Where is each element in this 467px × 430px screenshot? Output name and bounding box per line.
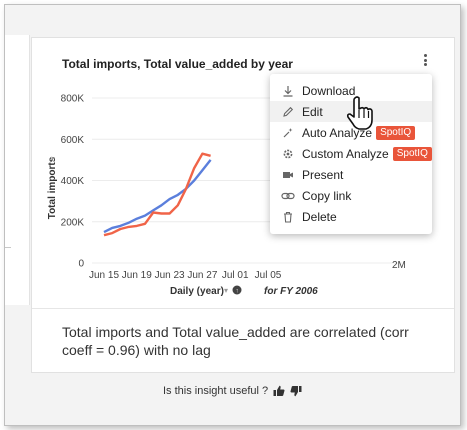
- link-icon: [280, 189, 296, 203]
- more-options-icon[interactable]: [420, 52, 430, 68]
- spotiq-badge: SpotIQ: [392, 146, 432, 161]
- x-tick-label: Jul 05: [255, 270, 282, 281]
- pencil-icon: [280, 105, 296, 119]
- line-chart: 0 200K 400K 600K 800K Jun 15 Jun 19 Jun 23 Jun …: [47, 94, 406, 298]
- menu-item-delete[interactable]: Delete: [270, 206, 432, 227]
- card-divider: [32, 308, 454, 309]
- menu-item-custom-analyze[interactable]: Custom Analyze SpotIQ: [270, 143, 432, 164]
- feedback-question: Is this insight useful ?: [163, 385, 269, 397]
- series-line-1: [103, 159, 212, 234]
- hand-cursor-icon: [346, 96, 373, 130]
- x-tick-label: Jul 01: [222, 270, 249, 281]
- left-panel-edge: [5, 35, 30, 305]
- left-panel-tick: [5, 247, 11, 248]
- y-axis-label: Total imports: [47, 156, 58, 219]
- chart-title: Total imports, Total value_added by year: [62, 57, 293, 71]
- menu-item-label: Copy link: [302, 188, 352, 203]
- x-axis-label: Daily (year): [170, 286, 224, 297]
- insight-text: Total imports and Total value_added are …: [62, 324, 409, 358]
- spotiq-badge: SpotIQ: [376, 125, 416, 140]
- sparkle-icon: [280, 126, 296, 140]
- filter-label: for FY 2006: [264, 286, 318, 297]
- x-tick-label: Jun 15: [89, 270, 119, 281]
- download-icon: [280, 84, 296, 98]
- x-axis-dropdown-icon[interactable]: ▾: [224, 286, 228, 295]
- y-tick-label: 600K: [61, 135, 85, 146]
- y-tick-label: 200K: [61, 217, 85, 228]
- y-tick-label: 800K: [61, 94, 85, 105]
- time-bucket-icon-glyph: ↑: [236, 289, 239, 295]
- menu-item-label: Auto Analyze: [302, 125, 373, 140]
- time-bucket-icon[interactable]: [232, 285, 242, 295]
- gear-icon: [280, 147, 296, 161]
- menu-item-present[interactable]: Present: [270, 164, 432, 185]
- menu-item-label: Download: [302, 83, 356, 98]
- menu-item-label: Custom Analyze: [302, 146, 389, 161]
- menu-item-auto-analyze[interactable]: Auto Analyze SpotIQ: [270, 122, 432, 143]
- y-axis-sort-icon[interactable]: ▾: [50, 156, 57, 160]
- x-tick-label: Jun 19: [122, 270, 152, 281]
- series-line-2: [103, 152, 211, 237]
- secondary-axis-label: 2M: [392, 260, 406, 271]
- trash-icon: [280, 210, 296, 224]
- camera-icon: [280, 168, 296, 182]
- thumbs-up-icon[interactable]: [273, 385, 285, 397]
- menu-item-label: Edit: [302, 104, 323, 119]
- y-tick-label: 400K: [61, 176, 85, 187]
- thumbs-down-icon[interactable]: [290, 385, 302, 397]
- insight-feedback: Is this insight useful ?: [163, 385, 302, 397]
- menu-item-label: Present: [302, 167, 344, 182]
- card-options-menu: Download Edit Auto Analyze SpotIQ Custom…: [270, 74, 432, 234]
- menu-item-label: Delete: [302, 209, 337, 224]
- x-tick-label: Jun 27: [187, 270, 217, 281]
- y-tick-label: 0: [78, 259, 84, 270]
- x-tick-label: Jun 23: [155, 270, 185, 281]
- menu-item-copy-link[interactable]: Copy link: [270, 185, 432, 206]
- menu-item-edit[interactable]: Edit: [270, 101, 432, 122]
- menu-item-download[interactable]: Download: [270, 80, 432, 101]
